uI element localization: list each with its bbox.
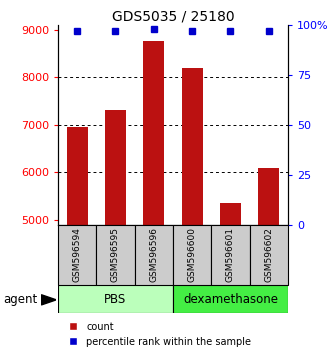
Text: agent: agent (3, 293, 37, 306)
Text: dexamethasone: dexamethasone (183, 293, 278, 306)
Bar (58, 285, 173, 313)
Bar (250, 225, 288, 285)
Text: GSM596600: GSM596600 (188, 227, 197, 282)
Text: PBS: PBS (104, 293, 126, 306)
Text: GSM596602: GSM596602 (264, 227, 273, 282)
Text: GSM596594: GSM596594 (72, 227, 82, 282)
Bar (258, 168, 279, 225)
Bar (211, 225, 250, 285)
Legend: count, percentile rank within the sample: count, percentile rank within the sample (63, 322, 251, 347)
Bar (220, 203, 241, 225)
Bar (105, 110, 126, 225)
Bar (173, 225, 211, 285)
Bar (143, 41, 164, 225)
Bar (173, 285, 288, 313)
Bar (67, 127, 88, 225)
Polygon shape (41, 295, 56, 305)
Bar (96, 225, 135, 285)
Text: GSM596595: GSM596595 (111, 227, 120, 282)
Bar (58, 225, 96, 285)
Title: GDS5035 / 25180: GDS5035 / 25180 (112, 10, 234, 24)
Text: GSM596596: GSM596596 (149, 227, 158, 282)
Bar (135, 225, 173, 285)
Bar (182, 68, 203, 225)
Text: GSM596601: GSM596601 (226, 227, 235, 282)
